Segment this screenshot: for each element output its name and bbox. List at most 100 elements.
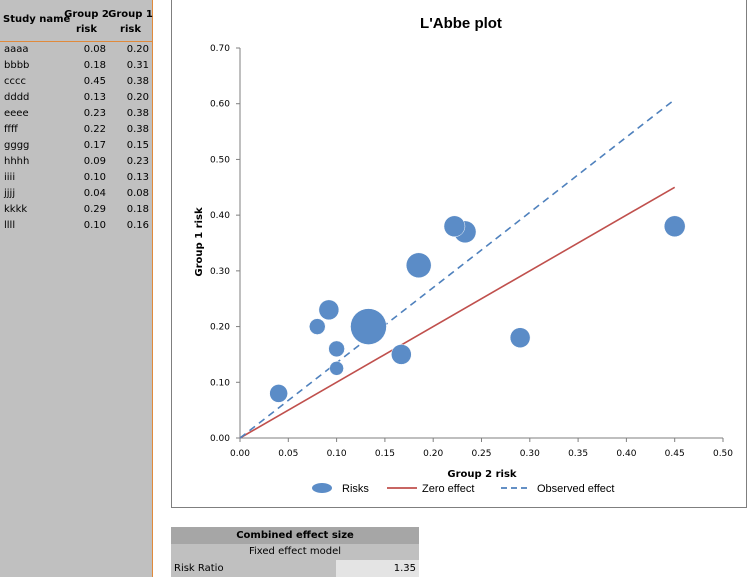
- x-axis-label: Group 2 risk: [447, 469, 517, 480]
- tick-labels: 0.00 0.05 0.10 0.15 0.20 0.25 0.30 0.35 0.40 0.45…: [210, 44, 733, 459]
- group2-risk-cell: 0.17: [83, 140, 106, 151]
- x-tick-label: 0.10: [327, 449, 347, 459]
- x-tick-label: 0.20: [423, 449, 443, 459]
- group1-risk-cell: 0.20: [126, 92, 149, 103]
- study-name-cell: bbbb: [4, 60, 30, 71]
- y-tick-label: 0.60: [210, 100, 230, 110]
- legend-observed-effect-label: Observed effect: [537, 483, 614, 495]
- legend-zero-effect-label: Zero effect: [422, 483, 474, 495]
- study-name-cell: kkkk: [4, 204, 28, 215]
- legend-risks-marker: [312, 483, 332, 493]
- risk-bubble: [443, 215, 466, 238]
- y-tick-label: 0.00: [210, 434, 230, 444]
- table-row: jjjj 0.04 0.08: [0, 186, 152, 202]
- table-row: eeee 0.23 0.38: [0, 106, 152, 122]
- x-tick-label: 0.00: [230, 449, 250, 459]
- table-row: kkkk 0.29 0.18: [0, 202, 152, 218]
- table-row: bbbb 0.18 0.31: [0, 58, 152, 74]
- risk-bubble: [328, 340, 345, 358]
- group1-risk-cell: 0.20: [126, 44, 149, 55]
- effect-row: Risk Ratio 1.35: [171, 560, 419, 577]
- x-tick-label: 0.40: [616, 449, 636, 459]
- group2-risk-cell: 0.10: [83, 220, 106, 231]
- effect-model: Fixed effect model: [171, 544, 419, 560]
- y-tick-label: 0.70: [210, 44, 230, 54]
- study-name-cell: ffff: [4, 124, 18, 135]
- risk-bubble: [663, 215, 686, 238]
- combined-effect-box: Combined effect size Fixed effect model …: [171, 527, 419, 577]
- x-tick-label: 0.50: [713, 449, 733, 459]
- labbe-chart-panel: L'Abbe plot 0.00 0.05 0.10 0.15 0.20 0.25 0.30…: [171, 0, 747, 508]
- group1-risk-cell: 0.15: [126, 140, 149, 151]
- observed-effect-line: [239, 98, 676, 439]
- group2-risk-cell: 0.10: [83, 172, 106, 183]
- study-name-cell: cccc: [4, 76, 26, 87]
- x-tick-label: 0.15: [375, 449, 395, 459]
- table-row: dddd 0.13 0.20: [0, 90, 152, 106]
- study-data-table: Study name Group 2 risk Group 1 risk aaa…: [0, 0, 153, 577]
- group2-risk-cell: 0.22: [83, 124, 106, 135]
- risk-bubbles: [269, 215, 686, 403]
- table-row: llll 0.10 0.16: [0, 218, 152, 234]
- risk-bubble: [269, 384, 288, 403]
- group1-risk-cell: 0.08: [126, 188, 149, 199]
- group2-risk-cell: 0.04: [83, 188, 106, 199]
- y-tick-label: 0.50: [210, 155, 230, 165]
- y-tick-label: 0.10: [210, 378, 230, 388]
- y-tick-label: 0.20: [210, 323, 230, 333]
- table-row: aaaa 0.08 0.20: [0, 42, 152, 58]
- x-tick-label: 0.05: [278, 449, 298, 459]
- zero-effect-line: [239, 186, 676, 439]
- group1-risk-cell: 0.13: [126, 172, 149, 183]
- study-name-cell: jjjj: [4, 188, 16, 199]
- table-row: hhhh 0.09 0.23: [0, 154, 152, 170]
- group2-risk-cell: 0.45: [83, 76, 106, 87]
- risk-bubble: [329, 361, 344, 376]
- table-row: iiii 0.10 0.13: [0, 170, 152, 186]
- y-axis-label: Group 1 risk: [194, 207, 205, 277]
- group2-risk-cell: 0.29: [83, 204, 106, 215]
- header-group1-risk: Group 1 risk: [108, 9, 153, 35]
- risk-bubble: [350, 308, 387, 345]
- effect-title: Combined effect size: [171, 527, 419, 544]
- study-name-cell: eeee: [4, 108, 29, 119]
- x-tick-label: 0.30: [520, 449, 540, 459]
- group1-risk-cell: 0.38: [126, 76, 149, 87]
- header-group2-risk: Group 2 risk: [64, 9, 109, 35]
- risk-bubble: [391, 344, 412, 365]
- effect-value: 1.35: [336, 560, 419, 577]
- reference-lines: [239, 98, 676, 439]
- chart-legend: Risks Zero effect Observed effect: [312, 483, 614, 495]
- risk-bubble: [318, 299, 340, 321]
- group2-risk-cell: 0.18: [83, 60, 106, 71]
- legend-risks-label: Risks: [342, 483, 369, 495]
- y-tick-label: 0.40: [210, 211, 230, 221]
- header-study-name: Study name: [3, 14, 71, 25]
- study-name-cell: iiii: [4, 172, 16, 183]
- group2-risk-cell: 0.13: [83, 92, 106, 103]
- effect-label: Risk Ratio: [174, 563, 224, 574]
- table-row: gggg 0.17 0.15: [0, 138, 152, 154]
- group1-risk-cell: 0.16: [126, 220, 149, 231]
- study-name-cell: gggg: [4, 140, 30, 151]
- table-header: Study name Group 2 risk Group 1 risk: [0, 0, 153, 42]
- labbe-chart: L'Abbe plot 0.00 0.05 0.10 0.15 0.20 0.25 0.30…: [194, 15, 733, 495]
- group1-risk-cell: 0.18: [126, 204, 149, 215]
- chart-title: L'Abbe plot: [420, 15, 502, 32]
- y-tick-label: 0.30: [210, 267, 230, 277]
- risk-bubble: [309, 318, 326, 335]
- group1-risk-cell: 0.23: [126, 156, 149, 167]
- risk-bubble: [405, 252, 432, 279]
- study-name-cell: llll: [4, 220, 16, 231]
- group1-risk-cell: 0.38: [126, 108, 149, 119]
- x-tick-label: 0.45: [665, 449, 685, 459]
- x-tick-label: 0.25: [471, 449, 491, 459]
- group2-risk-cell: 0.08: [83, 44, 106, 55]
- group2-risk-cell: 0.09: [83, 156, 106, 167]
- x-tick-label: 0.35: [568, 449, 588, 459]
- study-name-cell: aaaa: [4, 44, 29, 55]
- group1-risk-cell: 0.38: [126, 124, 149, 135]
- table-row: cccc 0.45 0.38: [0, 74, 152, 90]
- risk-bubble: [509, 327, 531, 348]
- group2-risk-cell: 0.23: [83, 108, 106, 119]
